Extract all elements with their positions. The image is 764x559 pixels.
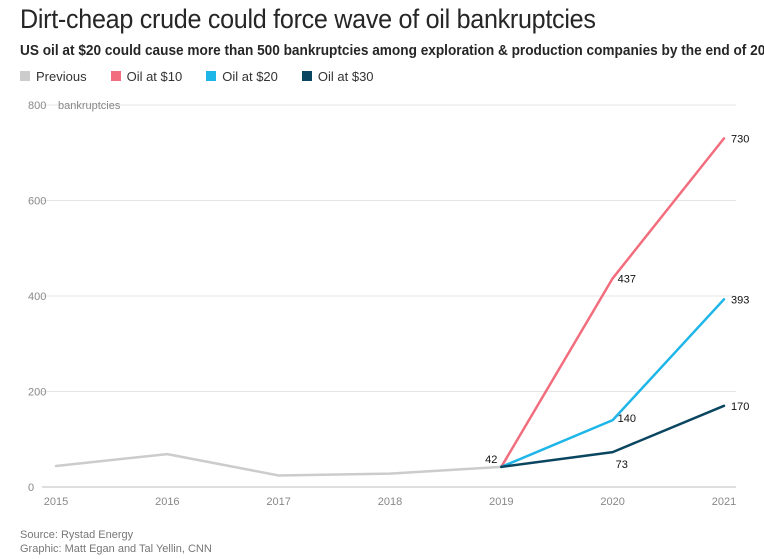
legend-label-previous: Previous bbox=[36, 68, 87, 84]
legend-item-previous: Previous bbox=[20, 69, 87, 84]
graphic-credit-line: Graphic: Matt Egan and Tal Yellin, CNN bbox=[20, 543, 212, 555]
chart-subtitle: US oil at $20 could cause more than 500 … bbox=[20, 43, 764, 59]
legend-swatch-oil-20 bbox=[206, 71, 217, 81]
legend-label-oil-30: Oil at $30 bbox=[317, 68, 374, 84]
x-tick-label-2016: 2016 bbox=[155, 496, 179, 508]
series-line-oil-at-30 bbox=[500, 404, 726, 469]
series-line-oil-at-10 bbox=[500, 137, 726, 469]
x-tick-label-2015: 2015 bbox=[44, 496, 68, 508]
data-label-oil-at-30-2020: 73 bbox=[616, 459, 628, 471]
source-line: Source: Rystad Energy bbox=[20, 529, 134, 541]
legend-swatch-previous bbox=[20, 71, 30, 81]
chart-title: Dirt-cheap crude could force wave of oil… bbox=[20, 4, 596, 34]
y-tick-label-0: 0 bbox=[28, 482, 34, 494]
data-label-oil-at-10-2020: 437 bbox=[618, 273, 636, 285]
y-tick-label-400: 400 bbox=[28, 291, 46, 303]
legend-item-oil-10: Oil at $10 bbox=[110, 68, 183, 84]
x-tick-label-2021: 2021 bbox=[712, 496, 736, 508]
line-chart: 0 200 400 600 800 bankruptcies 2015 2016 2017 201… bbox=[28, 100, 749, 508]
legend-label-oil-20: Oil at $20 bbox=[222, 68, 278, 84]
series-line-oil-at-20 bbox=[500, 298, 726, 469]
legend: Previous Oil at $10 Oil at $20 Oil at $3… bbox=[20, 67, 398, 85]
x-tick-label-2017: 2017 bbox=[266, 496, 290, 508]
series-line-previous bbox=[54, 452, 503, 477]
legend-item-oil-20: Oil at $20 bbox=[206, 69, 278, 84]
data-label-oil-at-20-2021: 393 bbox=[731, 294, 749, 306]
y-tick-label-800: 800 bbox=[28, 100, 46, 112]
y-tick-label-200: 200 bbox=[28, 387, 46, 399]
legend-item-oil-30: Oil at $30 bbox=[301, 68, 374, 84]
legend-label-oil-10: Oil at $10 bbox=[126, 68, 183, 84]
y-axis-label: bankruptcies bbox=[58, 100, 121, 112]
y-tick-label-600: 600 bbox=[28, 196, 46, 208]
legend-swatch-oil-30 bbox=[301, 71, 312, 81]
data-label-oil-at-20-2020: 140 bbox=[618, 413, 636, 425]
data-label-previous-2019: 42 bbox=[485, 454, 497, 466]
legend-swatch-oil-10 bbox=[110, 71, 121, 81]
x-tick-label-2018: 2018 bbox=[378, 496, 402, 508]
x-tick-label-2019: 2019 bbox=[489, 496, 513, 508]
source-credits: Source: Rystad Energy Graphic: Matt Egan… bbox=[20, 528, 212, 556]
x-tick-label-2020: 2020 bbox=[600, 496, 624, 508]
data-label-oil-at-30-2021: 170 bbox=[731, 401, 749, 413]
data-label-oil-at-10-2021: 730 bbox=[731, 133, 749, 145]
